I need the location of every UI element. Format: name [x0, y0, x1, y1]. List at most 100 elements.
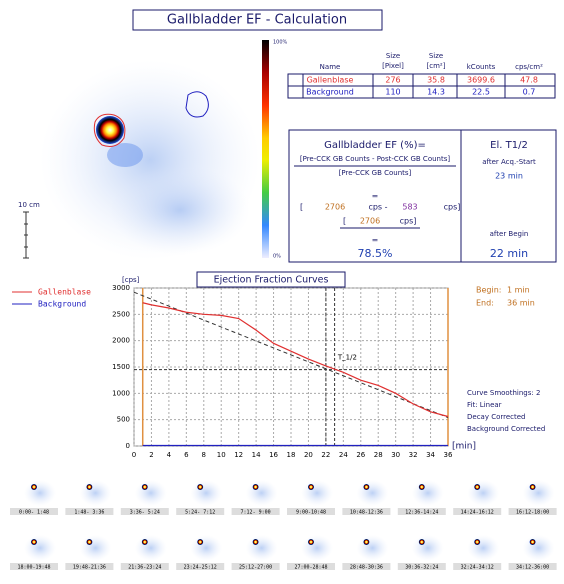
t-half-value: 22 min	[490, 247, 528, 260]
thumbnail-label: 1:48- 3:36	[74, 510, 104, 516]
ef-denominator: [Pre-CCK GB Counts]	[339, 169, 412, 177]
thumbnail-image	[79, 535, 112, 561]
table	[287, 73, 556, 99]
y-tick-label: 2500	[112, 310, 130, 318]
thumbnail-label: 12:36-14:24	[405, 510, 438, 516]
colorbar-bottom: 0%	[273, 254, 281, 260]
thumbnail-label: 25:12-27:00	[239, 565, 272, 571]
ef-post: 583	[402, 203, 417, 212]
ef-result: 78.5%	[358, 247, 393, 260]
x-tick-label: 18	[287, 451, 296, 459]
thumbnail	[411, 535, 444, 561]
colorbar-top: 100%	[273, 40, 288, 46]
fit-line	[133, 291, 449, 419]
thumbnail-image	[467, 535, 500, 561]
thumbnail-image	[190, 480, 223, 506]
thumbnail-label: 32:24-34:12	[461, 565, 494, 571]
table-cell: 35.8	[427, 76, 445, 85]
begin-value: 1 min	[507, 286, 530, 295]
thumbnail-label: 28:48-30:36	[350, 565, 383, 571]
thumbnail-image	[24, 535, 56, 561]
x-tick-label: 14	[252, 451, 261, 459]
thumbnail-label: 5:24- 7:12	[185, 510, 215, 516]
table-cell: 47.8	[520, 76, 538, 85]
thumbnail-label: 10:48-12:36	[350, 510, 383, 516]
x-tick-label: 2	[149, 451, 153, 459]
curve	[142, 302, 449, 418]
t-half-label: T_1/2	[337, 354, 357, 362]
ef-bracket: [	[343, 217, 346, 226]
thumbnail-image	[79, 480, 112, 506]
thumbnail-label-box	[287, 508, 335, 515]
thumbnail-label-box	[508, 563, 557, 570]
chart-note: Fit: Linear	[467, 401, 502, 409]
y-label: [cps]	[122, 276, 140, 284]
thumbnail	[522, 480, 555, 506]
ef-box	[288, 129, 557, 263]
y-tick-label: 2000	[112, 337, 130, 345]
scale-bar	[23, 211, 29, 259]
ef-unit: cps -	[368, 203, 387, 212]
begin-label: Begin:	[476, 286, 501, 295]
legend-label: Background	[38, 300, 86, 309]
x-tick-label: 16	[269, 451, 278, 459]
thumbnail-label-box	[342, 508, 391, 515]
thumbnail-label-box	[10, 508, 58, 515]
thumbnail	[301, 535, 333, 561]
table-header: kCounts	[467, 63, 496, 71]
table-cell: 22.5	[472, 88, 490, 97]
thumbnail-label: 7:12- 9:00	[241, 510, 271, 516]
thumbnail-label: 3:36- 5:24	[130, 510, 160, 516]
t-half-title: El. T1/2	[490, 140, 528, 151]
legend-label: Gallenblase	[38, 288, 91, 297]
thumbnail-label-box	[65, 563, 114, 570]
thumbnail-image	[356, 535, 389, 561]
thumbnail	[467, 480, 500, 506]
x-tick-label: 22	[321, 451, 330, 459]
thumbnail	[134, 480, 167, 506]
thumbnail	[79, 535, 112, 561]
chart-note: Background Corrected	[467, 425, 545, 433]
table-header: Name	[320, 63, 341, 71]
ef-pre: 2706	[360, 217, 380, 226]
chart-note: Decay Corrected	[467, 413, 526, 421]
thumbnail-image	[522, 535, 555, 561]
thumbnail	[79, 480, 112, 506]
x-tick-label: 30	[391, 451, 400, 459]
ef-eq: =	[372, 236, 379, 245]
thumbnail-image	[301, 480, 333, 506]
title: Gallbladder EF - Calculation	[167, 13, 347, 28]
table-cell: Background	[306, 88, 354, 97]
ef-numerator: [Pre-CCK GB Counts - Post-CCK GB Counts]	[300, 155, 450, 163]
table-header: [Pixel]	[382, 62, 404, 70]
thumbnail-image	[245, 480, 278, 506]
ef-eq: =	[372, 192, 379, 201]
table-cell: 14.3	[427, 88, 445, 97]
thumbnail-image	[134, 480, 167, 506]
ef-bracket: [	[300, 203, 303, 212]
thumbnail-label-box	[342, 563, 391, 570]
y-tick-label: 3000	[112, 284, 130, 292]
x-tick-label: 34	[426, 451, 435, 459]
end-label: End:	[476, 299, 494, 308]
thumbnail-label-box	[176, 563, 225, 570]
thumbnail	[356, 535, 389, 561]
x-tick-label: 36	[444, 451, 453, 459]
thumbnail-label-box	[453, 563, 502, 570]
table-cell: 110	[385, 88, 400, 97]
table-header: [cm²]	[427, 62, 446, 70]
x-tick-label: 12	[234, 451, 243, 459]
scale-label: 10 cm	[18, 201, 40, 209]
thumbnail	[411, 480, 444, 506]
thumbnail-label-box	[231, 508, 280, 515]
thumbnail-image	[356, 480, 389, 506]
thumbnail-image	[522, 480, 555, 506]
thumbnail-label-box	[120, 563, 169, 570]
thumbnail-label: 27:00-28:48	[294, 565, 327, 571]
thumbnail-label-box	[231, 563, 280, 570]
end-value: 36 min	[507, 299, 535, 308]
thumbnail-image	[134, 535, 167, 561]
thumbnail-label-box	[508, 508, 557, 515]
y-tick-label: 1000	[112, 389, 130, 397]
x-tick-label: 32	[409, 451, 418, 459]
